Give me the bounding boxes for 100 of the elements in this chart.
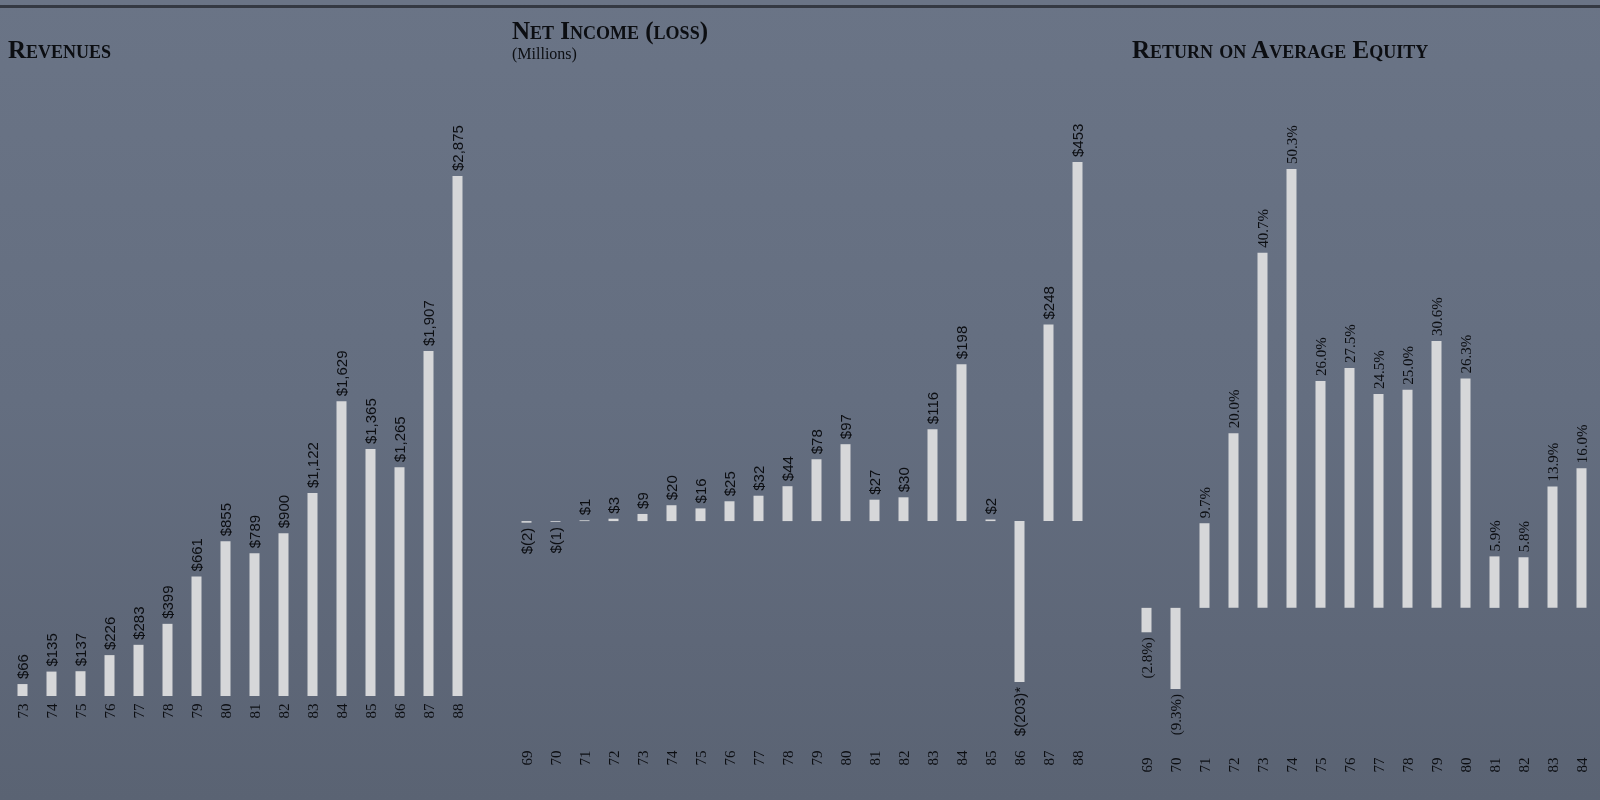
data-label: $3 bbox=[604, 497, 622, 514]
bar bbox=[1489, 556, 1500, 608]
data-label: $198 bbox=[952, 325, 970, 360]
bar bbox=[1072, 162, 1083, 522]
bar bbox=[695, 508, 706, 522]
data-label: $20 bbox=[662, 475, 680, 501]
bar bbox=[133, 644, 144, 696]
x-tick-label: 84 bbox=[1573, 757, 1590, 773]
x-tick-label: 75 bbox=[72, 703, 89, 719]
data-label: $137 bbox=[71, 632, 89, 667]
bar bbox=[1257, 252, 1268, 608]
bar bbox=[637, 513, 648, 522]
bar bbox=[840, 444, 851, 522]
bar bbox=[811, 459, 822, 522]
x-tick-label: 81 bbox=[246, 703, 263, 719]
bar bbox=[307, 493, 318, 696]
chart-title: Net Income (loss) bbox=[512, 16, 708, 45]
x-tick-label: 72 bbox=[1225, 757, 1242, 773]
data-label: 30.6% bbox=[1428, 297, 1445, 336]
x-tick-label: 84 bbox=[953, 750, 970, 766]
data-label: $1,907 bbox=[419, 300, 437, 347]
bar bbox=[1373, 394, 1384, 608]
x-tick-label: 79 bbox=[1428, 757, 1445, 773]
bar bbox=[956, 364, 967, 522]
bar bbox=[666, 505, 677, 522]
bar bbox=[1431, 340, 1442, 608]
data-label: $97 bbox=[836, 414, 854, 440]
data-label: $2,875 bbox=[448, 125, 466, 171]
x-tick-label: 76 bbox=[1341, 757, 1358, 773]
bar bbox=[1344, 367, 1355, 608]
x-tick-label: 87 bbox=[420, 703, 437, 719]
x-tick-label: 74 bbox=[663, 750, 680, 766]
data-label: $(203)* bbox=[1010, 686, 1028, 737]
chart-title: Revenues bbox=[8, 36, 112, 64]
x-tick-label: 86 bbox=[391, 703, 408, 719]
x-tick-label: 76 bbox=[721, 750, 738, 766]
x-tick-label: 74 bbox=[43, 703, 60, 719]
bar bbox=[249, 553, 260, 696]
data-label: 50.3% bbox=[1283, 125, 1300, 164]
x-tick-label: 77 bbox=[1370, 757, 1387, 773]
x-tick-label: 77 bbox=[130, 703, 147, 719]
x-tick-label: 72 bbox=[605, 750, 622, 766]
data-label: $2 bbox=[981, 497, 999, 515]
bar bbox=[1547, 486, 1558, 608]
x-tick-label: 69 bbox=[518, 750, 535, 766]
x-tick-label: 80 bbox=[837, 750, 854, 766]
x-tick-label: 75 bbox=[1312, 757, 1329, 773]
bar bbox=[1199, 523, 1210, 608]
bar bbox=[278, 533, 289, 696]
x-tick-label: 83 bbox=[924, 750, 941, 766]
bar bbox=[927, 429, 938, 522]
data-label: $135 bbox=[42, 633, 60, 667]
data-label: 24.5% bbox=[1370, 350, 1387, 390]
bar bbox=[191, 576, 202, 696]
bar bbox=[46, 671, 57, 696]
bar bbox=[1315, 381, 1326, 608]
bar bbox=[17, 684, 28, 696]
data-label: (9.3%) bbox=[1167, 694, 1185, 736]
x-tick-label: 69 bbox=[1138, 757, 1155, 773]
bar bbox=[220, 541, 231, 696]
bar bbox=[365, 449, 376, 696]
data-label: 20.0% bbox=[1225, 389, 1242, 429]
x-tick-label: 87 bbox=[1040, 750, 1057, 766]
data-label: $399 bbox=[158, 585, 176, 619]
data-label: (2.8%) bbox=[1138, 637, 1156, 679]
x-tick-label: 75 bbox=[692, 750, 709, 766]
data-label: 26.3% bbox=[1457, 334, 1474, 374]
x-tick-label: 86 bbox=[1011, 750, 1028, 766]
data-label: $1,629 bbox=[332, 350, 350, 397]
x-tick-label: 79 bbox=[808, 750, 825, 766]
data-label: $226 bbox=[100, 616, 118, 651]
x-tick-label: 73 bbox=[1254, 757, 1271, 773]
bar bbox=[394, 467, 405, 696]
bar bbox=[869, 499, 880, 522]
x-tick-label: 78 bbox=[779, 750, 796, 766]
x-tick-label: 80 bbox=[1457, 757, 1474, 773]
bar bbox=[452, 176, 463, 696]
bar bbox=[336, 401, 347, 696]
data-label: 40.7% bbox=[1254, 209, 1271, 248]
data-label: $32 bbox=[749, 465, 767, 491]
x-tick-label: 81 bbox=[1486, 757, 1503, 773]
data-label: $(2) bbox=[517, 527, 535, 555]
bar bbox=[104, 655, 115, 696]
data-label: $1,365 bbox=[361, 398, 379, 445]
data-label: $661 bbox=[187, 538, 205, 572]
data-label: 9.7% bbox=[1196, 486, 1213, 519]
data-label: $16 bbox=[691, 478, 709, 504]
x-tick-label: 74 bbox=[1283, 757, 1300, 773]
chart-title: Return on Average Equity bbox=[1132, 36, 1429, 64]
bar bbox=[1014, 521, 1025, 682]
x-tick-label: 85 bbox=[982, 750, 999, 766]
data-label: $855 bbox=[216, 502, 234, 537]
data-label: $66 bbox=[13, 654, 31, 680]
data-label: $116 bbox=[923, 391, 941, 425]
x-tick-label: 85 bbox=[362, 703, 379, 719]
x-tick-label: 70 bbox=[547, 750, 564, 766]
data-label: 25.0% bbox=[1399, 345, 1416, 385]
data-label: 27.5% bbox=[1341, 324, 1358, 363]
data-label: $(1) bbox=[546, 526, 564, 554]
bar bbox=[162, 623, 173, 696]
